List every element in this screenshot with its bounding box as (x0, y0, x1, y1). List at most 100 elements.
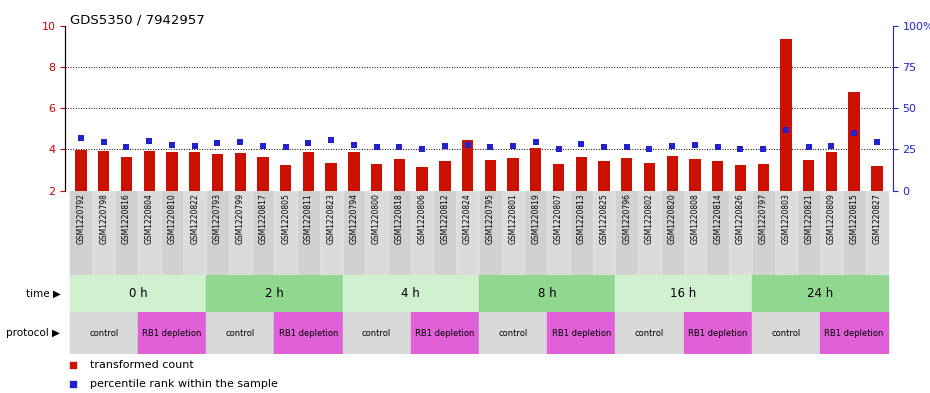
Point (278, 144, 293, 151)
Bar (661, 191, 684, 275)
Bar (684, 312, 751, 354)
Bar (138, 312, 206, 354)
Bar (598, 161, 610, 191)
Point (870, 139, 884, 145)
Text: GSM1220818: GSM1220818 (395, 193, 404, 244)
Point (301, 140, 316, 146)
Text: GSM1220826: GSM1220826 (736, 193, 745, 244)
Point (802, 144, 817, 151)
Bar (707, 191, 729, 275)
Bar (439, 161, 450, 191)
Bar (189, 152, 200, 191)
Text: GSM1220822: GSM1220822 (191, 193, 199, 244)
Bar (417, 167, 428, 191)
Bar (525, 191, 547, 275)
Bar (365, 191, 388, 275)
Bar (303, 152, 314, 191)
Point (415, 146, 430, 152)
Bar (212, 154, 223, 191)
Point (324, 137, 339, 143)
Bar (411, 191, 433, 275)
Bar (552, 164, 565, 191)
Bar (729, 191, 751, 275)
Bar (462, 140, 473, 191)
Text: 24 h: 24 h (807, 287, 833, 300)
Bar (274, 312, 342, 354)
Bar (70, 191, 92, 275)
Bar (183, 191, 206, 275)
Text: GSM1220795: GSM1220795 (485, 193, 495, 244)
Bar (751, 275, 888, 312)
Text: 16 h: 16 h (671, 287, 697, 300)
Bar (547, 191, 570, 275)
Text: 4 h: 4 h (402, 287, 420, 300)
Bar (98, 151, 110, 191)
Bar (712, 161, 724, 191)
Bar (729, 191, 751, 275)
Text: GSM1220819: GSM1220819 (531, 193, 540, 244)
Bar (411, 312, 479, 354)
Text: 2 h: 2 h (265, 287, 284, 300)
Bar (75, 151, 86, 191)
Bar (206, 312, 274, 354)
Text: GSM1220813: GSM1220813 (577, 193, 586, 244)
Point (73, 135, 88, 141)
Bar (775, 191, 797, 275)
Point (665, 143, 680, 149)
Point (66, 362, 81, 368)
Text: GSM1220815: GSM1220815 (850, 193, 858, 244)
Point (141, 138, 156, 144)
Text: GSM1220810: GSM1220810 (167, 193, 177, 244)
Bar (206, 191, 229, 275)
Point (506, 143, 521, 149)
Bar (121, 156, 132, 191)
Text: GDS5350 / 7942957: GDS5350 / 7942957 (70, 14, 205, 27)
Bar (479, 275, 616, 312)
Bar (229, 191, 251, 275)
Point (97, 139, 112, 145)
Point (483, 144, 498, 151)
Text: RB1 depletion: RB1 depletion (825, 329, 883, 338)
Text: GSM1220811: GSM1220811 (304, 193, 312, 244)
Bar (684, 191, 707, 275)
Bar (274, 191, 297, 275)
Bar (775, 191, 797, 275)
Bar (485, 160, 496, 191)
Bar (229, 191, 251, 275)
Text: RB1 depletion: RB1 depletion (279, 329, 339, 338)
Bar (758, 164, 769, 191)
Bar (751, 312, 820, 354)
Bar (644, 163, 655, 191)
Bar (161, 191, 183, 275)
Bar (616, 312, 684, 354)
Text: GSM1220803: GSM1220803 (781, 193, 790, 244)
Bar (70, 275, 206, 312)
Text: RB1 depletion: RB1 depletion (551, 329, 611, 338)
Text: 8 h: 8 h (538, 287, 556, 300)
Point (187, 143, 202, 149)
Text: RB1 depletion: RB1 depletion (142, 329, 202, 338)
Bar (297, 191, 320, 275)
Bar (592, 191, 616, 275)
Bar (501, 191, 525, 275)
Bar (326, 163, 337, 191)
Bar (92, 191, 115, 275)
Bar (780, 39, 791, 191)
Bar (547, 312, 616, 354)
Point (642, 146, 657, 152)
Bar (92, 191, 115, 275)
Bar (258, 156, 269, 191)
Bar (576, 156, 587, 191)
Text: GSM1220800: GSM1220800 (372, 193, 381, 244)
Text: GSM1220796: GSM1220796 (622, 193, 631, 244)
Bar (820, 312, 888, 354)
Bar (848, 92, 860, 191)
Text: GSM1220824: GSM1220824 (463, 193, 472, 244)
Bar (274, 191, 297, 275)
Bar (342, 191, 365, 275)
Bar (735, 165, 746, 191)
Text: control: control (498, 329, 527, 338)
Text: GSM1220806: GSM1220806 (418, 193, 427, 244)
Bar (320, 191, 342, 275)
Bar (616, 275, 751, 312)
